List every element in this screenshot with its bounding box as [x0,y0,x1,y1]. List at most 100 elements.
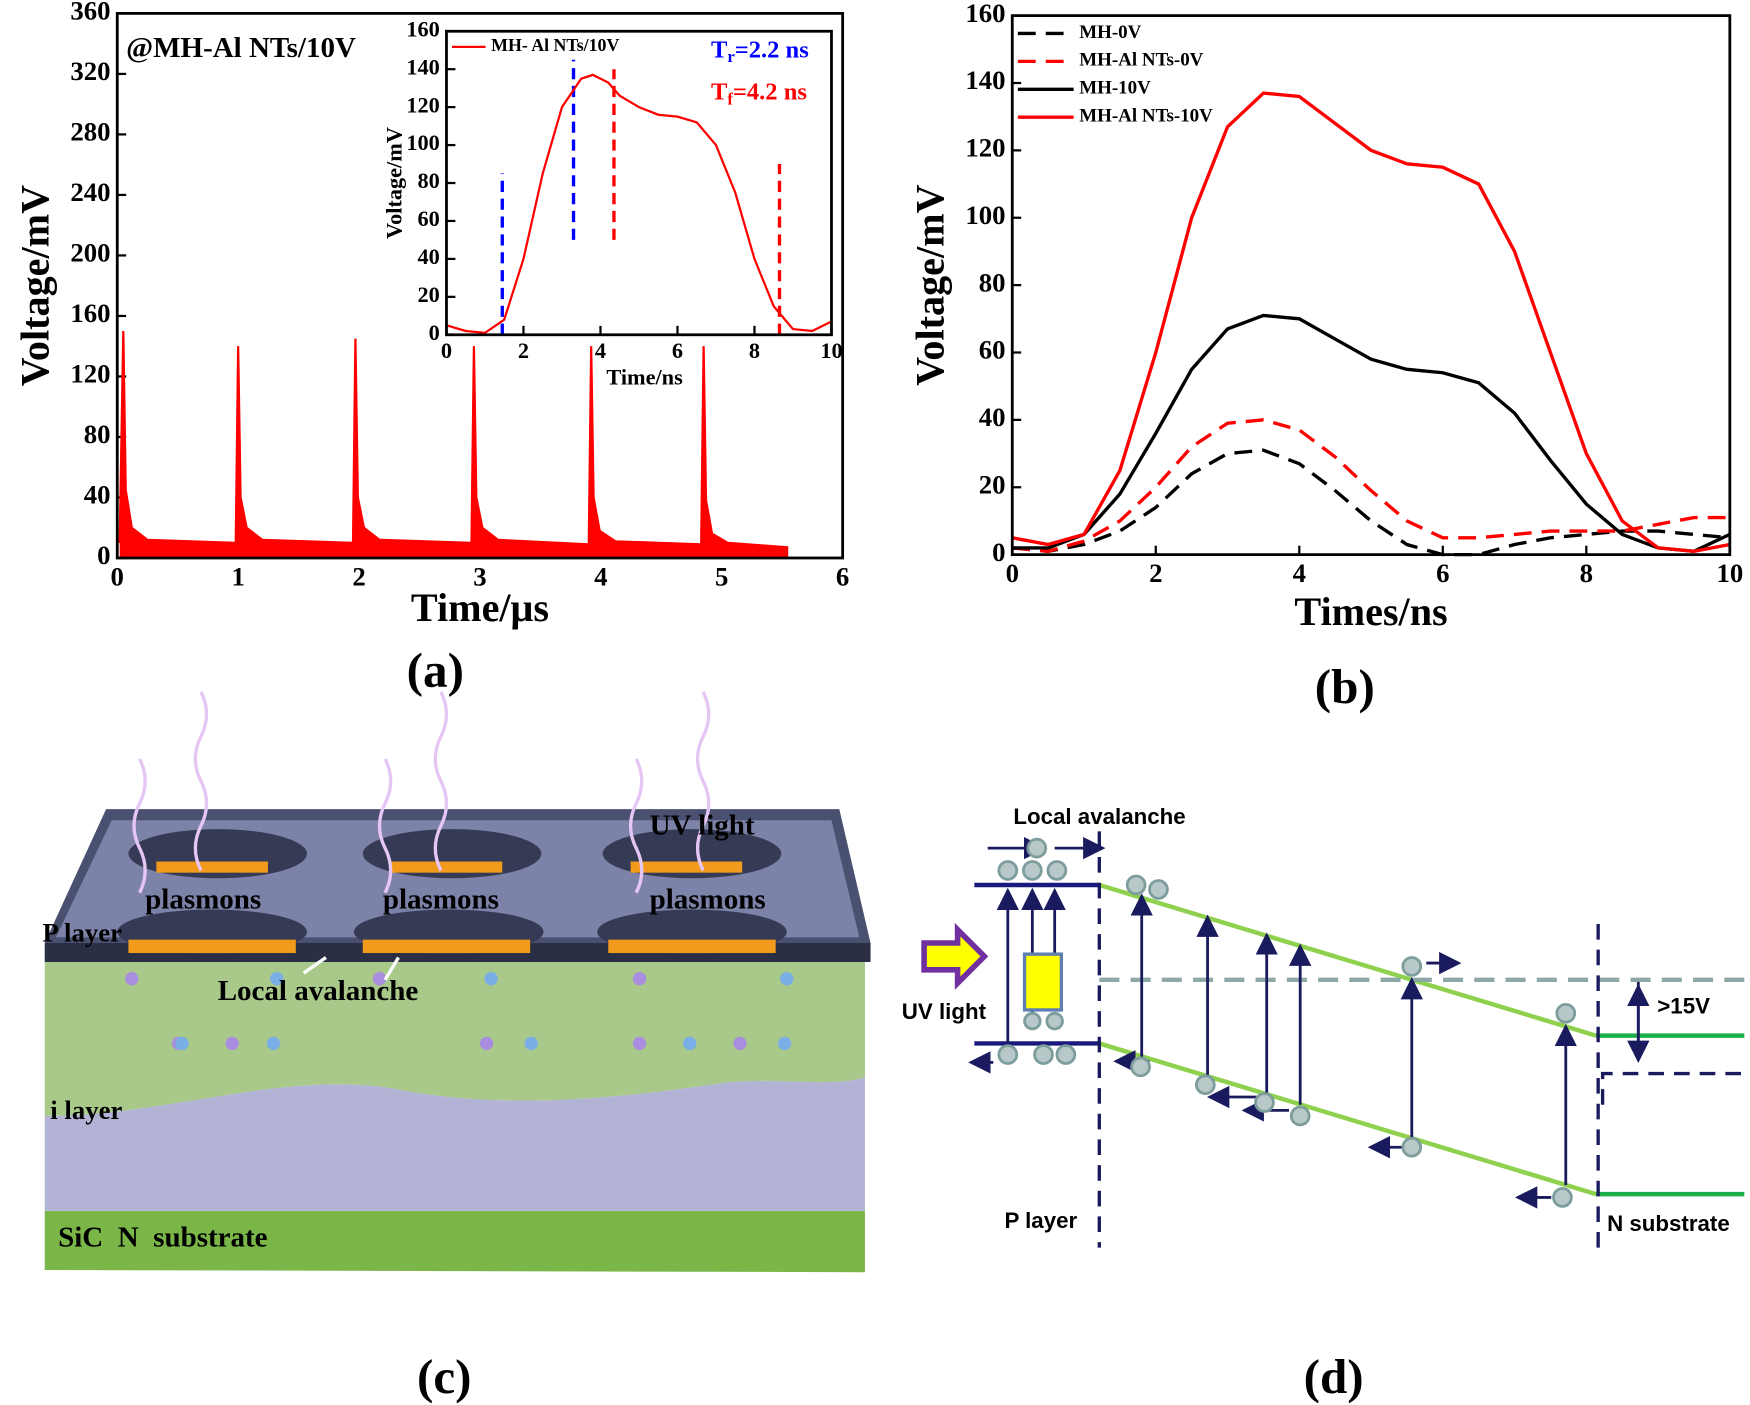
x-tick-label: 6 [836,562,849,592]
x-tick-label: 5 [715,562,728,592]
y-tick-label: 40 [979,402,1006,432]
line [118,331,789,549]
x-tick-label: 0 [111,562,124,592]
x-tick-label: 2 [518,338,529,363]
y-tick-label: 200 [70,238,110,268]
y-tick-label: 80 [417,168,439,193]
x-tick-label: 8 [749,338,760,363]
legend-label: MH-10V [1079,78,1151,99]
conduction-slope [1098,882,1597,1038]
carriers-d [997,837,1577,1208]
x-tick-label: 1 [231,562,244,592]
y-tick-label: 240 [70,177,110,207]
area [119,331,789,558]
panel-label: (b) [1315,659,1375,714]
line [1012,418,1730,553]
uv-waves [132,691,711,894]
annotation: Tr=2.2 ns [711,36,809,66]
n-dashed-level [1600,1071,1745,1105]
y-tick-label: 40 [417,244,439,269]
line [1012,313,1731,553]
plot-frame [445,29,833,337]
photon-box [1022,952,1064,1012]
plot-frame [115,11,845,560]
x-tick-label: 2 [352,562,365,592]
y-tick-label: 20 [979,469,1006,499]
line [1012,448,1730,557]
x-tick-label: 10 [820,338,842,363]
uv-light-label: UV light [650,810,755,842]
y-tick-label: 0 [97,540,110,570]
i-layer [44,1076,865,1211]
uv-light-label: UV light [902,999,987,1024]
y-axis-label: Voltage/mV [12,185,57,387]
x-tick-label: 8 [1580,558,1593,588]
line [1011,91,1731,553]
x-tick-label: 0 [1006,558,1019,588]
y-tick-label: 60 [979,335,1006,365]
plasmons-label: plasmons [383,883,499,915]
annotation-sub: f [727,89,733,108]
valence-slope [1098,1041,1597,1197]
x-tick-label: 6 [1436,558,1449,588]
y-tick-label: 20 [417,282,439,307]
y-tick-label: 80 [84,419,111,449]
x-tick-label: 4 [1293,558,1306,588]
x-axis-label: Times/ns [1294,589,1447,634]
p-layer-label: P layer [1004,1208,1077,1233]
y-tick-label: 120 [70,359,110,389]
legend-label: MH-Al NTs-0V [1079,50,1203,71]
avalanche-arrows [302,956,400,981]
x-tick-label: 6 [672,338,683,363]
inset-background [446,31,832,335]
local-avalanche-label: Local avalanche [218,975,419,1007]
y-tick-label: 0 [992,537,1005,567]
p-layer-label: P layer [42,917,122,947]
carriers [125,972,794,1051]
x-tick-label: 0 [441,338,452,363]
line [446,73,832,335]
y-tick-label: 280 [70,117,110,147]
x-axis-label: Time/ns [606,365,683,390]
y-tick-label: 80 [979,267,1006,297]
y-tick-label: 120 [406,92,439,117]
i-layer-label: i layer [50,1095,122,1125]
band-diagram [921,831,1745,1248]
x-tick-label: 10 [1716,558,1743,588]
legend-label: MH-0V [1079,22,1141,43]
y-axis-label: Voltage/mV [907,184,952,386]
n-substrate-label: N substrate [1607,1211,1730,1236]
y-tick-label: 160 [965,0,1005,28]
nanoparticles [128,861,776,954]
panel-label: (d) [1304,1349,1364,1404]
device-diagram [44,691,871,1273]
annotation: Tf=4.2 ns [711,78,807,108]
annotation-rest: =2.2 ns [735,36,809,63]
x-axis-label: Time/μs [411,585,549,630]
y-tick-label: 160 [406,16,439,41]
y-tick-label: 360 [70,0,110,26]
annotation-rest: =4.2 ns [733,78,807,105]
voltage-label: >15V [1657,994,1710,1019]
panel-label: (a) [407,642,464,697]
substrate-layer [44,1210,865,1273]
carrier-arrows [968,836,1650,1209]
annotation-sub: r [727,47,735,66]
y-tick-label: 140 [406,54,439,79]
uv-arrow [921,922,989,990]
legend-label: MH-Al NTs-10V [1079,106,1213,127]
annotation-base: T [711,36,727,63]
local-avalanche-label: Local avalanche [1013,804,1185,829]
x-tick-label: 4 [595,338,606,363]
annotation: @MH-Al NTs/10V [126,32,356,64]
green-layer [44,961,865,1116]
x-tick-label: 4 [594,562,607,592]
substrate-label: SiC N substrate [58,1221,268,1253]
y-tick-label: 0 [429,320,440,345]
panel-label: (c) [417,1349,472,1404]
y-tick-label: 320 [70,56,110,86]
y-axis-label: Voltage/mV [381,127,406,239]
y-tick-label: 60 [417,206,439,231]
y-tick-label: 140 [965,65,1005,95]
